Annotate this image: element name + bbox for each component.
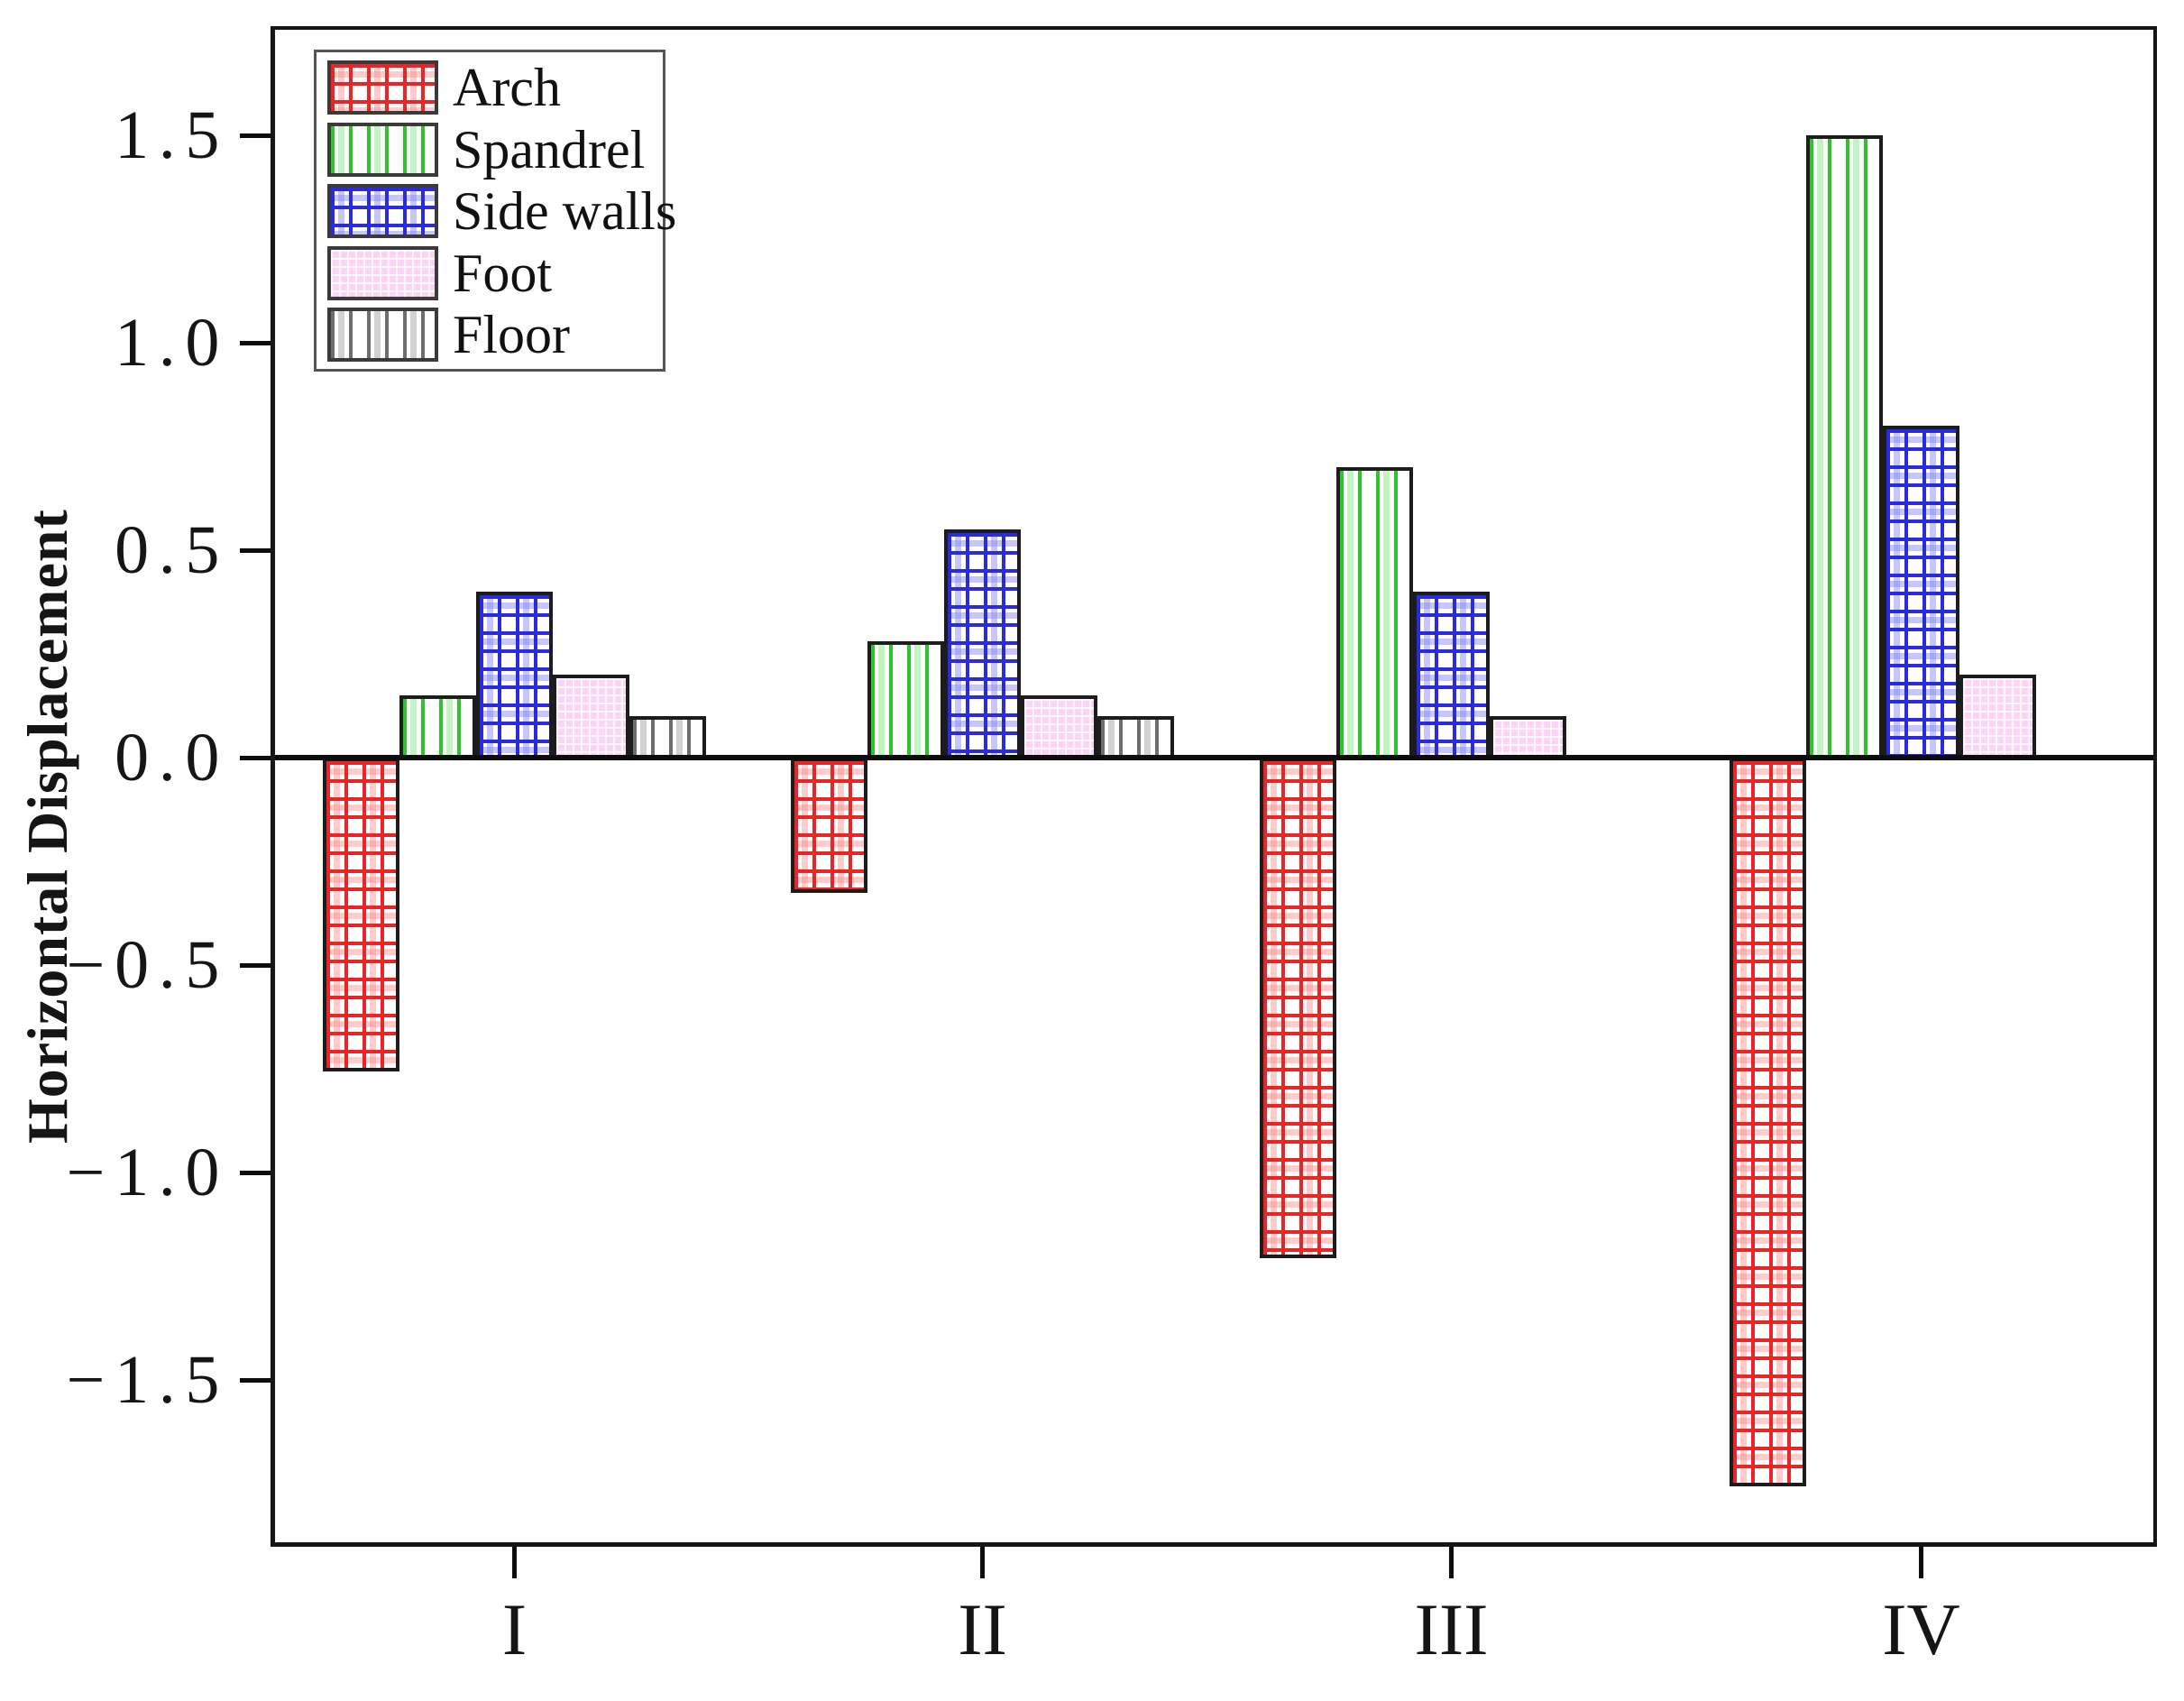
bar-arch-IV xyxy=(1730,758,1806,1486)
legend-label-side-walls: Side walls xyxy=(453,181,677,241)
legend-item-spandrel: Spandrel xyxy=(327,119,652,179)
x-tick-label-III: III xyxy=(1414,1588,1489,1670)
y-tick-0 xyxy=(240,755,271,760)
y-tick-label-1.5: 1.5 xyxy=(115,97,229,173)
bar-arch-II xyxy=(791,758,867,894)
bar-spandrel-II xyxy=(867,641,944,760)
y-tick-label--0.5: −0.5 xyxy=(66,927,229,1003)
bar-floor-I xyxy=(629,716,706,760)
bar-foot-IV xyxy=(1959,675,2036,760)
legend-label-arch: Arch xyxy=(453,58,561,117)
zero-baseline xyxy=(271,755,2157,760)
legend-label-foot: Foot xyxy=(453,243,553,303)
x-tick-II xyxy=(980,1547,985,1578)
y-tick-label-0: 0.0 xyxy=(115,720,229,795)
legend-item-foot: Foot xyxy=(327,243,652,303)
legend-swatch-side-walls xyxy=(327,184,438,238)
bar-floor-II xyxy=(1097,716,1174,760)
y-tick-label--1: −1.0 xyxy=(66,1135,229,1210)
y-tick-label-1: 1.0 xyxy=(115,305,229,381)
bar-spandrel-III xyxy=(1336,467,1413,760)
y-tick-0.5 xyxy=(240,547,271,553)
x-tick-III xyxy=(1449,1547,1454,1578)
x-tick-label-IV: IV xyxy=(1882,1588,1960,1670)
legend-swatch-arch xyxy=(327,60,438,115)
y-tick-label-0.5: 0.5 xyxy=(115,512,229,588)
legend-swatch-floor xyxy=(327,308,438,362)
bar-side-walls-III xyxy=(1413,592,1490,760)
legend-item-arch: Arch xyxy=(327,60,652,115)
y-tick-1.5 xyxy=(240,133,271,138)
legend-swatch-spandrel xyxy=(327,122,438,177)
y-tick--1.5 xyxy=(240,1377,271,1383)
legend-swatch-foot xyxy=(327,245,438,300)
bar-side-walls-I xyxy=(476,592,553,760)
bar-foot-III xyxy=(1490,716,1566,760)
bar-spandrel-IV xyxy=(1806,135,1883,760)
x-tick-IV xyxy=(1919,1547,1923,1578)
y-tick-1 xyxy=(240,340,271,345)
legend-label-floor: Floor xyxy=(453,305,571,364)
y-tick-label--1.5: −1.5 xyxy=(66,1342,229,1418)
y-tick--1 xyxy=(240,1170,271,1175)
legend-label-spandrel: Spandrel xyxy=(453,119,646,179)
bar-side-walls-II xyxy=(944,529,1021,760)
y-axis-title: Horizontal Displacement xyxy=(15,509,79,1144)
legend-item-side-walls: Side walls xyxy=(327,183,676,239)
bar-arch-I xyxy=(323,758,399,1071)
bar-arch-III xyxy=(1260,758,1336,1258)
bar-spandrel-I xyxy=(399,695,476,760)
bar-foot-I xyxy=(553,675,629,760)
x-tick-I xyxy=(512,1547,517,1578)
legend-item-floor: Floor xyxy=(327,305,652,364)
bar-foot-II xyxy=(1021,695,1097,760)
bar-side-walls-IV xyxy=(1883,426,1959,760)
y-tick--0.5 xyxy=(240,962,271,968)
x-tick-label-II: II xyxy=(958,1588,1007,1670)
x-tick-label-I: I xyxy=(501,1588,528,1670)
legend: Arch Spandrel Side walls Foot Floor xyxy=(314,50,676,372)
